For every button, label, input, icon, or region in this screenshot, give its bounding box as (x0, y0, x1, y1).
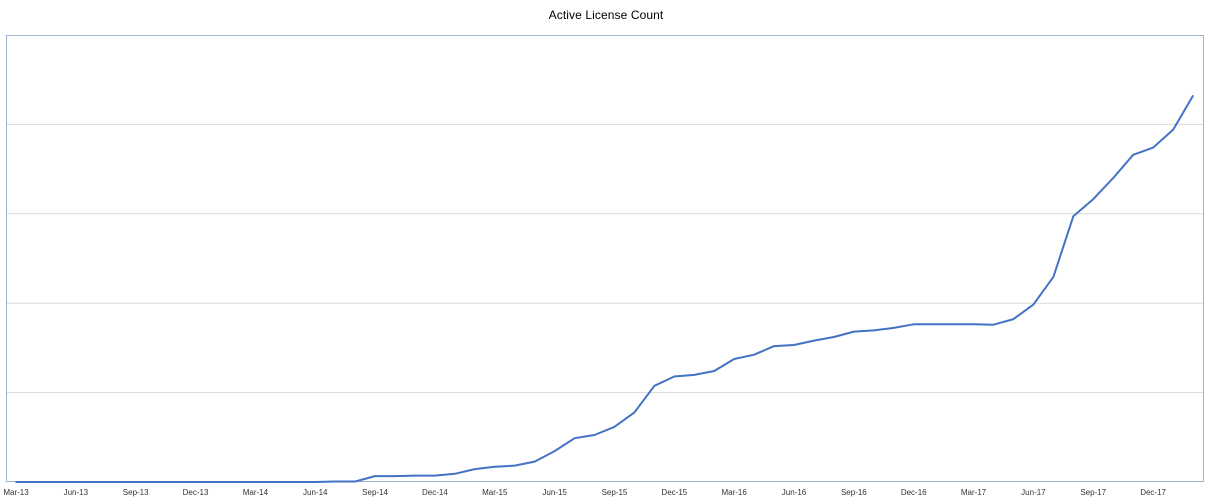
data-point (1152, 146, 1154, 149)
data-point (493, 466, 496, 468)
data-point (992, 323, 995, 326)
data-point (553, 450, 556, 452)
x-tick-label-6: Sep-14 (362, 488, 388, 497)
data-point (813, 339, 815, 342)
data-point (114, 481, 117, 483)
data-point (394, 475, 396, 477)
chart-title: Active License Count (548, 8, 664, 22)
x-tick-label-7: Dec-14 (422, 488, 448, 497)
data-point (254, 481, 257, 483)
data-point (214, 481, 217, 483)
data-point (274, 481, 277, 483)
data-point (414, 474, 416, 477)
data-point (613, 425, 616, 428)
x-axis-ticks: Mar-13 Jun-13 Sep-13 Dec-13 Mar-14 Jun-14 Sep-… (3, 488, 1166, 497)
gridlines (7, 123, 1203, 394)
data-point (35, 481, 37, 483)
data-point (892, 327, 895, 329)
data-point (533, 460, 536, 463)
data-point (134, 481, 137, 483)
data-point (1092, 198, 1095, 200)
x-tick-label-16: Mar-17 (961, 488, 987, 497)
x-tick-label-19: Dec-17 (1140, 488, 1166, 497)
x-tick-label-1: Jun-13 (64, 488, 89, 497)
data-point (673, 375, 676, 378)
x-tick-label-13: Jun-16 (782, 488, 807, 497)
data-point (932, 323, 935, 326)
data-point (55, 481, 57, 483)
data-point (194, 481, 197, 483)
x-tick-label-11: Dec-15 (661, 488, 687, 497)
data-point (593, 434, 596, 436)
x-tick-label-5: Jun-14 (303, 488, 328, 497)
data-point (693, 374, 696, 376)
data-point (354, 480, 356, 483)
data-point (454, 472, 456, 475)
data-point (294, 481, 297, 483)
data-point (1012, 318, 1015, 320)
data-point (1052, 276, 1055, 278)
data-point (314, 481, 317, 483)
data-point (912, 323, 915, 326)
x-tick-label-8: Mar-15 (482, 488, 508, 497)
data-point (75, 481, 77, 483)
series-line-0 (16, 95, 1194, 483)
x-tick-label-2: Sep-13 (123, 488, 149, 497)
data-point (174, 481, 177, 483)
data-point (1032, 303, 1035, 306)
data-point (513, 464, 516, 467)
x-tick-label-3: Dec-13 (183, 488, 209, 497)
x-tick-label-9: Jun-15 (542, 488, 567, 497)
data-point (1112, 177, 1115, 179)
data-point (15, 481, 17, 483)
data-point (653, 385, 656, 387)
data-point (334, 480, 336, 483)
data-point (474, 468, 476, 470)
data-point (972, 323, 975, 326)
x-tick-label-4: Mar-14 (243, 488, 269, 497)
x-tick-label-0: Mar-13 (3, 488, 29, 497)
data-point (1192, 94, 1194, 97)
data-point (713, 370, 716, 372)
plot-area-frame (6, 35, 1204, 482)
data-point (154, 481, 157, 483)
data-point (753, 353, 755, 356)
data-point (833, 336, 835, 338)
data-point (1132, 153, 1134, 156)
x-tick-label-15: Dec-16 (901, 488, 927, 497)
data-point (374, 475, 376, 477)
data-point (793, 344, 795, 346)
data-point (1072, 215, 1075, 218)
x-tick-label-10: Sep-15 (602, 488, 628, 497)
data-point (853, 330, 855, 333)
x-tick-label-18: Sep-17 (1080, 488, 1106, 497)
data-point (773, 345, 775, 347)
x-tick-label-12: Mar-16 (721, 488, 747, 497)
data-point (873, 329, 875, 332)
data-point (633, 411, 636, 414)
data-point (94, 481, 97, 483)
data-point (234, 481, 237, 483)
x-tick-label-17: Jun-17 (1021, 488, 1046, 497)
data-point (434, 474, 436, 477)
data-point (1172, 128, 1174, 131)
data-point (573, 437, 576, 439)
data-point (952, 323, 955, 326)
data-point (733, 358, 735, 360)
series-layer (15, 94, 1194, 483)
x-tick-label-14: Sep-16 (841, 488, 867, 497)
